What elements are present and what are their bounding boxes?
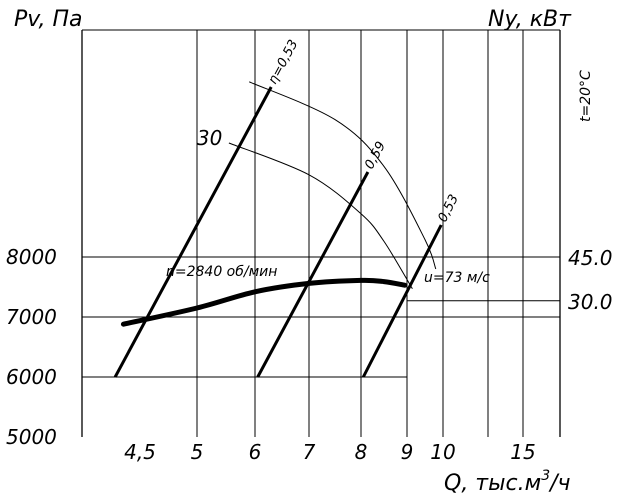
efficiency-label: 0,53	[435, 192, 462, 225]
right-tick-label: 45.0	[568, 246, 613, 270]
x-axis-label-superscript: 3	[541, 468, 550, 484]
y-tick-label: 6000	[6, 365, 57, 389]
temperature-label: t=20°C	[578, 70, 594, 122]
right-axis-label: Ny, кВт	[488, 7, 572, 32]
chart-labels: 8000 7000 6000 5000 4,5 5 6 7 8 9 10 15 45.0 30.0 30 η=…	[6, 37, 613, 464]
right-tick-label: 30.0	[568, 290, 613, 314]
x-tick-label: 8	[355, 440, 368, 464]
power-curves	[228, 81, 437, 290]
y-tick-label: 7000	[6, 305, 57, 329]
efficiency-line	[113, 86, 273, 378]
pressure-curve	[120, 277, 408, 327]
efficiency-label: η=0,53	[266, 37, 302, 86]
efficiency-line	[361, 224, 443, 378]
speed-label: n=2840 об/мин	[166, 264, 277, 280]
x-tick-label: 6	[249, 440, 262, 464]
x-axis-label: Q, тыс.м3/ч	[444, 468, 571, 496]
left-axis-label: Pv, Па	[14, 7, 83, 32]
x-axis-label-main: Q, тыс.м	[444, 471, 541, 496]
y-tick-label: 8000	[6, 245, 57, 269]
x-tick-label: 5	[191, 440, 204, 464]
power-curve	[228, 142, 413, 290]
x-tick-label: 4,5	[124, 440, 156, 464]
x-tick-label: 7	[303, 440, 316, 464]
power-curve	[248, 81, 437, 270]
y-tick-label: 5000	[6, 425, 57, 449]
x-tick-label: 10	[430, 440, 455, 464]
vertical-gridlines	[196, 30, 524, 437]
x-axis-label-unit: /ч	[548, 471, 570, 496]
x-tick-label: 9	[401, 440, 414, 464]
power-curve-label: 30	[197, 126, 222, 150]
efficiency-lines	[113, 86, 443, 378]
efficiency-line	[256, 171, 370, 378]
velocity-label: u=73 м/с	[424, 270, 490, 286]
x-tick-label: 15	[510, 440, 535, 464]
